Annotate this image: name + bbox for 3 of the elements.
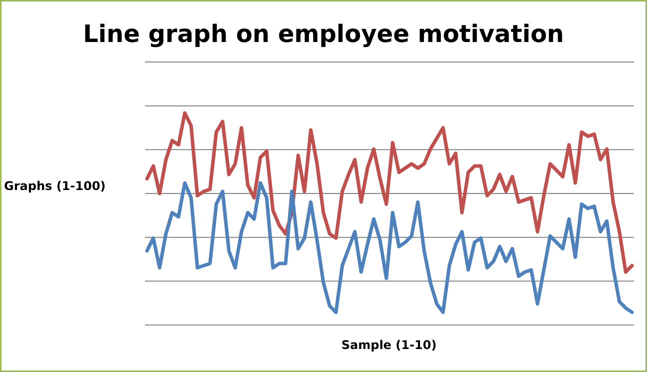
- y-axis-title: Graphs (1-100): [4, 179, 106, 193]
- chart-title: Line graph on employee motivation: [82, 20, 564, 48]
- x-axis-title: Sample (1-10): [341, 338, 437, 352]
